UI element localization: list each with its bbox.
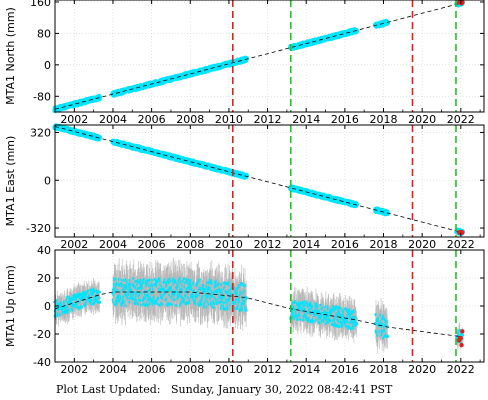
y-tick-label: -320 (26, 222, 51, 235)
data-point (384, 20, 390, 26)
panel-up: 2002 2004 2006 2008 2010 2012 2014 2016 2018 2020… (4, 244, 485, 376)
x-tick-label: 2002 (60, 113, 88, 126)
data-point (385, 334, 389, 339)
y-tick-label: 0 (44, 59, 51, 72)
x-tick-label: 2004 (99, 238, 127, 251)
panel-north: 2002 2004 2006 2008 2010 2012 2014 2016 2018 2020… (4, 0, 485, 126)
x-tick-label: 2002 (60, 238, 88, 251)
data-point (354, 322, 359, 326)
x-tick-label: 2016 (331, 238, 359, 251)
x-tick-label: 2014 (292, 238, 320, 251)
x-tick-label: 2016 (331, 113, 359, 126)
y-axis-label: MTA1 North (mm) (4, 7, 17, 105)
x-tick-label: 2010 (215, 113, 243, 126)
x-tick-label: 2020 (408, 238, 436, 251)
model-line (54, 126, 463, 233)
data-point (244, 296, 248, 300)
x-tick-label: 2018 (370, 113, 398, 126)
y-tick-label: 0 (44, 174, 51, 187)
x-tick-label: 2022 (447, 113, 475, 126)
x-tick-label: 2008 (176, 238, 204, 251)
x-tick-label: 2006 (138, 238, 166, 251)
x-tick-label: 2012 (254, 113, 282, 126)
y-tick-label: -80 (33, 90, 51, 103)
data-point (97, 300, 102, 304)
model-line (54, 2, 463, 110)
plot-frame (54, 0, 485, 113)
x-tick-label: 2014 (292, 113, 320, 126)
x-tick-label: 2010 (215, 238, 243, 251)
y-tick-label: 320 (30, 126, 51, 139)
panel-east: 2002 2004 2006 2008 2010 2012 2014 2016 2018 2020… (4, 123, 485, 251)
x-tick-label: 2004 (99, 113, 127, 126)
data-point (96, 134, 103, 141)
x-tick-label: 2006 (138, 113, 166, 126)
y-tick-label: 80 (37, 27, 51, 40)
x-tick-label: 2018 (370, 238, 398, 251)
x-tick-label: 2008 (176, 113, 204, 126)
y-tick-label: 160 (30, 0, 51, 9)
x-tick-label: 2012 (254, 238, 282, 251)
x-tick-label: 2022 (447, 238, 475, 251)
data-point (96, 94, 103, 100)
y-axis-label: MTA1 East (mm) (4, 136, 17, 227)
x-tick-label: 2020 (408, 113, 436, 126)
latest-point (456, 0, 462, 5)
